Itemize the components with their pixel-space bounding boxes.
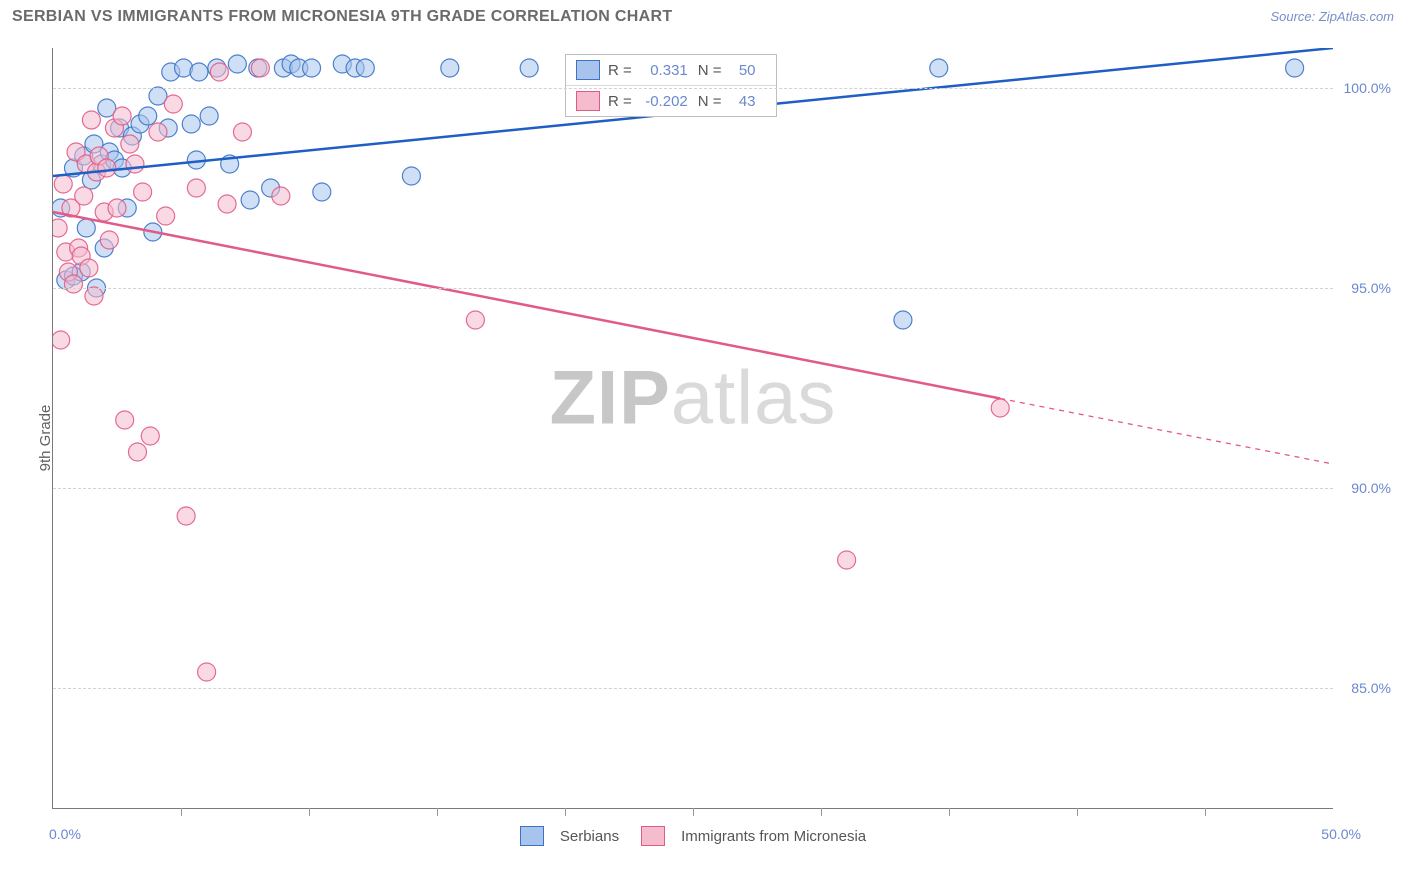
data-point [233, 123, 251, 141]
data-point [1286, 59, 1304, 77]
plot-area: ZIPatlas R =0.331N =50R =-0.202N =43 Ser… [52, 48, 1333, 809]
data-point [53, 219, 67, 237]
gridline-h [53, 688, 1333, 689]
gridline-h [53, 488, 1333, 489]
x-tick [1077, 808, 1078, 816]
y-tick-label: 85.0% [1351, 680, 1391, 696]
data-point [182, 115, 200, 133]
x-tick [949, 808, 950, 816]
data-point [303, 59, 321, 77]
legend-n-label: N = [698, 62, 722, 79]
data-point [85, 287, 103, 305]
legend-r-value: 0.331 [638, 62, 688, 79]
regression-line [53, 212, 1000, 398]
data-point [126, 155, 144, 173]
regression-line-extrapolated [1000, 398, 1333, 464]
y-tick-label: 90.0% [1351, 480, 1391, 496]
gridline-h [53, 288, 1333, 289]
x-tick [1205, 808, 1206, 816]
data-point [198, 663, 216, 681]
data-point [272, 187, 290, 205]
data-point [930, 59, 948, 77]
series-legend-item: Serbians [520, 826, 619, 846]
series-legend-label: Immigrants from Micronesia [681, 828, 866, 845]
x-tick [181, 808, 182, 816]
legend-n-label: N = [698, 93, 722, 110]
data-point [53, 331, 70, 349]
data-point [128, 443, 146, 461]
data-point [200, 107, 218, 125]
data-point [218, 195, 236, 213]
data-point [98, 159, 116, 177]
legend-r-label: R = [608, 93, 632, 110]
data-point [466, 311, 484, 329]
gridline-h [53, 88, 1333, 89]
legend-r-label: R = [608, 62, 632, 79]
source-label: Source: ZipAtlas.com [1270, 9, 1394, 24]
data-point [520, 59, 538, 77]
data-point [113, 107, 131, 125]
series-legend-label: Serbians [560, 828, 619, 845]
data-point [121, 135, 139, 153]
data-point [441, 59, 459, 77]
series-legend-item: Immigrants from Micronesia [641, 826, 866, 846]
data-point [241, 191, 259, 209]
data-point [313, 183, 331, 201]
data-point [894, 311, 912, 329]
data-point [82, 111, 100, 129]
x-axis-min-label: 0.0% [49, 826, 81, 842]
legend-row: R = -0.202 N = 43 [566, 86, 776, 116]
legend-n-value: 50 [728, 62, 756, 79]
legend-swatch [641, 826, 665, 846]
series-legend: Serbians Immigrants from Micronesia [53, 826, 1333, 846]
data-point [251, 59, 269, 77]
data-point [210, 63, 228, 81]
x-tick [309, 808, 310, 816]
x-tick [821, 808, 822, 816]
data-point [75, 187, 93, 205]
data-point [100, 231, 118, 249]
data-point [141, 427, 159, 445]
legend-swatch [576, 60, 600, 80]
legend-swatch [576, 91, 600, 111]
data-point [228, 55, 246, 73]
legend-n-value: 43 [728, 93, 756, 110]
data-point [402, 167, 420, 185]
data-point [116, 411, 134, 429]
correlation-legend: R = 0.331 N = 50 R = -0.202 N = 43 [565, 54, 777, 117]
data-point [54, 175, 72, 193]
data-point [134, 183, 152, 201]
data-point [80, 259, 98, 277]
data-point [64, 275, 82, 293]
x-tick [693, 808, 694, 816]
x-axis-max-label: 50.0% [1321, 826, 1361, 842]
data-point [149, 123, 167, 141]
data-point [108, 199, 126, 217]
plot-container: 9th Grade ZIPatlas R =0.331N =50R =-0.20… [42, 48, 1394, 828]
data-point [190, 63, 208, 81]
data-point [187, 179, 205, 197]
data-point [164, 95, 182, 113]
y-tick-label: 100.0% [1344, 80, 1391, 96]
data-point [838, 551, 856, 569]
legend-row: R = 0.331 N = 50 [566, 55, 776, 86]
chart-title: SERBIAN VS IMMIGRANTS FROM MICRONESIA 9T… [12, 8, 672, 26]
data-point [77, 219, 95, 237]
data-point [991, 399, 1009, 417]
x-tick [565, 808, 566, 816]
data-point [157, 207, 175, 225]
chart-svg [53, 48, 1333, 808]
legend-swatch [520, 826, 544, 846]
legend-r-value: -0.202 [638, 93, 688, 110]
x-tick [437, 808, 438, 816]
data-point [356, 59, 374, 77]
data-point [139, 107, 157, 125]
y-tick-label: 95.0% [1351, 280, 1391, 296]
data-point [177, 507, 195, 525]
